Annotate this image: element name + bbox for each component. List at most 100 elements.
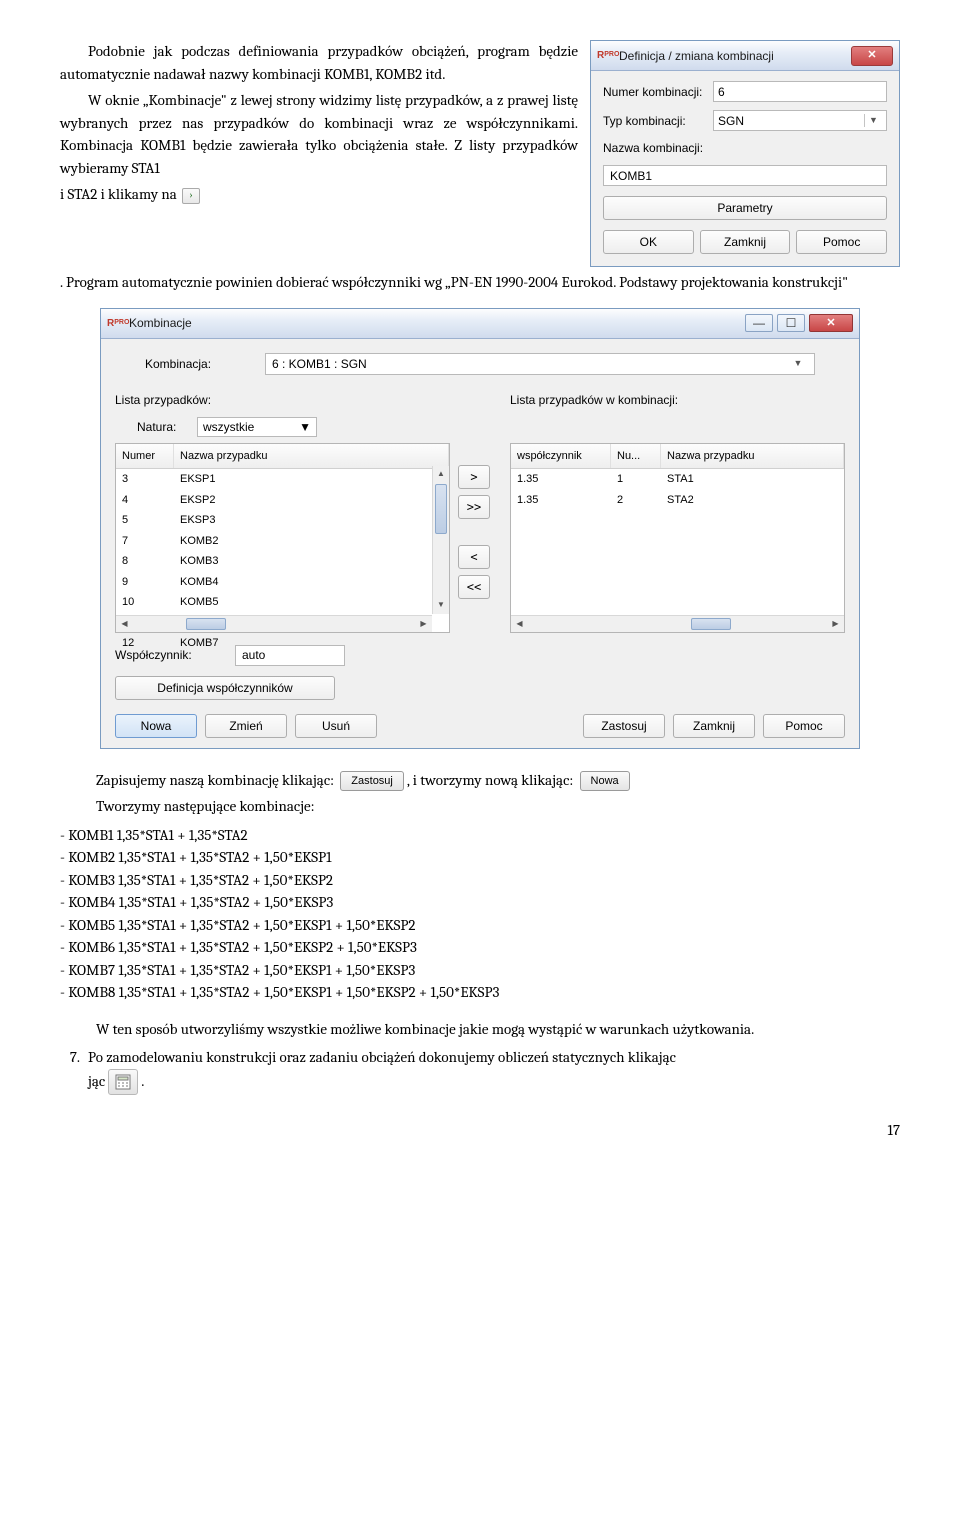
para3: i STA2 i klikamy na › (60, 183, 578, 206)
app-icon: RPRO (597, 48, 613, 64)
natura-value: wszystkie (203, 418, 299, 436)
typ-value: SGN (718, 112, 864, 130)
scroll-up-icon: ▲ (433, 466, 449, 483)
para1: Podobnie jak podczas definiowania przypa… (60, 40, 578, 85)
pomoc-button[interactable]: Pomoc (796, 230, 887, 254)
scroll-thumb[interactable] (435, 484, 447, 534)
combo-line: - KOMB7 1,35*STA1 + 1,35*STA2 + 1,50*EKS… (60, 959, 900, 982)
item7-num: 7. (60, 1046, 80, 1099)
kombinacja-combo[interactable]: 6 : KOMB1 : SGN ▼ (265, 353, 815, 375)
zamknij-button[interactable]: Zamknij (700, 230, 791, 254)
chevron-down-icon: ▼ (864, 114, 882, 128)
remove-one-button[interactable]: < (458, 545, 490, 569)
col-nazwa2: Nazwa przypadku (661, 444, 844, 469)
dialog-kombinacje: RPRO Kombinacje — ☐ ✕ Kombinacja: 6 : KO… (100, 308, 860, 749)
list-item[interactable]: 12KOMB7 (116, 633, 449, 654)
scroll-thumb[interactable] (691, 618, 731, 630)
inline-zastosuj-button[interactable]: Zastosuj (340, 771, 404, 791)
item7-text: Po zamodelowaniu konstrukcji oraz zadani… (88, 1046, 900, 1095)
combo-line: - KOMB5 1,35*STA1 + 1,35*STA2 + 1,50*EKS… (60, 914, 900, 937)
para2: W oknie „Kombinacje" z lewej strony widz… (60, 89, 578, 179)
para5: Tworzymy następujące kombinacje: (96, 795, 900, 818)
chevron-down-icon: ▼ (788, 357, 808, 371)
para3b-wrap: . Program automatycznie powinien dobiera… (60, 271, 900, 294)
pomoc-button[interactable]: Pomoc (763, 714, 845, 738)
col-nazwa: Nazwa przypadku (174, 444, 449, 469)
para4b: , i tworzymy nową klikając: (407, 771, 573, 789)
scroll-thumb[interactable] (186, 618, 226, 630)
item7b: Po zamodelowaniu konstrukcji oraz zadani… (88, 1048, 676, 1066)
combo-list: - KOMB1 1,35*STA1 + 1,35*STA2- KOMB2 1,3… (60, 824, 900, 1004)
maximize-icon[interactable]: ☐ (777, 314, 805, 332)
item7c: . (141, 1070, 144, 1093)
para4: Zapisujemy naszą kombinację klikając: Za… (96, 769, 900, 792)
list-item[interactable]: 9KOMB4 (116, 572, 449, 593)
list-item[interactable]: 10KOMB5 (116, 592, 449, 613)
lbl-nazwa: Nazwa kombinacji: (603, 139, 713, 157)
dlg2-titlebar: RPRO Kombinacje — ☐ ✕ (101, 309, 859, 339)
combo-line: - KOMB2 1,35*STA1 + 1,35*STA2 + 1,50*EKS… (60, 846, 900, 869)
dialog-definicja: RPRO Definicja / zmiana kombinacji ✕ Num… (590, 40, 900, 267)
kombinacja-value: 6 : KOMB1 : SGN (272, 355, 788, 373)
close-icon[interactable]: ✕ (809, 314, 853, 332)
dlg1-titlebar: RPRO Definicja / zmiana kombinacji ✕ (591, 41, 899, 71)
lbl-numer: Numer kombinacji: (603, 83, 713, 101)
zamknij-button[interactable]: Zamknij (673, 714, 755, 738)
lista-w-kombinacji-label: Lista przypadków w kombinacji: (510, 391, 845, 409)
para6: W ten sposób utworzyliśmy wszystkie możl… (60, 1018, 900, 1041)
remove-all-button[interactable]: << (458, 575, 490, 599)
scroll-right-icon: ▶ (827, 616, 844, 632)
add-right-icon[interactable]: › (182, 188, 200, 204)
lista-przypadkow-label: Lista przypadków: (115, 391, 450, 409)
minimize-icon[interactable]: — (745, 314, 773, 332)
col-numer: Numer (116, 444, 174, 469)
list-item[interactable]: 8KOMB3 (116, 551, 449, 572)
combo-line: - KOMB6 1,35*STA1 + 1,35*STA2 + 1,50*EKS… (60, 936, 900, 959)
add-one-button[interactable]: > (458, 465, 490, 489)
typ-combo[interactable]: SGN ▼ (713, 110, 887, 131)
combo-line: - KOMB4 1,35*STA1 + 1,35*STA2 + 1,50*EKS… (60, 891, 900, 914)
chevron-down-icon: ▼ (299, 418, 311, 436)
scrollbar-horizontal[interactable]: ◀ ▶ (116, 615, 432, 632)
item7-jac: jąc (88, 1070, 105, 1093)
list-item[interactable]: 7KOMB2 (116, 531, 449, 552)
definicja-wsp-button[interactable]: Definicja współczynników (115, 676, 335, 700)
zastosuj-button[interactable]: Zastosuj (583, 714, 665, 738)
list-item[interactable]: 1.352STA2 (511, 490, 844, 511)
para4a: Zapisujemy naszą kombinację klikając: (96, 771, 334, 789)
left-listbox[interactable]: Numer Nazwa przypadku 3EKSP14EKSP25EKSP3… (115, 443, 450, 633)
combo-line: - KOMB3 1,35*STA1 + 1,35*STA2 + 1,50*EKS… (60, 869, 900, 892)
scroll-left-icon: ◀ (511, 616, 528, 632)
dlg2-title: Kombinacje (129, 314, 745, 332)
col-nu: Nu... (611, 444, 661, 469)
usun-button[interactable]: Usuń (295, 714, 377, 738)
list-item[interactable]: 3EKSP1 (116, 469, 449, 490)
parametry-button[interactable]: Parametry (603, 196, 887, 220)
combo-line: - KOMB8 1,35*STA1 + 1,35*STA2 + 1,50*EKS… (60, 981, 900, 1004)
inline-nowa-button[interactable]: Nowa (580, 771, 630, 791)
numer-input[interactable]: 6 (713, 81, 887, 102)
list-item[interactable]: 5EKSP3 (116, 510, 449, 531)
natura-label: Natura: (137, 418, 197, 436)
scrollbar-horizontal[interactable]: ◀ ▶ (511, 615, 844, 632)
nowa-button[interactable]: Nowa (115, 714, 197, 738)
scroll-right-icon: ▶ (415, 616, 432, 632)
ok-button[interactable]: OK (603, 230, 694, 254)
right-listbox[interactable]: współczynnik Nu... Nazwa przypadku 1.351… (510, 443, 845, 633)
combo-line: - KOMB1 1,35*STA1 + 1,35*STA2 (60, 824, 900, 847)
close-icon[interactable]: ✕ (851, 46, 893, 66)
list-item[interactable]: 1.351STA1 (511, 469, 844, 490)
scrollbar-vertical[interactable]: ▲ ▼ (432, 466, 449, 614)
lbl-typ: Typ kombinacji: (603, 112, 713, 130)
nazwa-input[interactable]: KOMB1 (603, 165, 887, 186)
calculator-icon[interactable] (108, 1069, 138, 1095)
natura-combo[interactable]: wszystkie ▼ (197, 417, 317, 437)
add-all-button[interactable]: >> (458, 495, 490, 519)
dlg1-title: Definicja / zmiana kombinacji (619, 47, 851, 65)
para3a: i STA2 i klikamy na (60, 185, 177, 203)
scroll-down-icon: ▼ (433, 597, 449, 614)
scroll-left-icon: ◀ (116, 616, 133, 632)
list-item[interactable]: 4EKSP2 (116, 490, 449, 511)
zmien-button[interactable]: Zmień (205, 714, 287, 738)
lbl-kombinacja: Kombinacja: (145, 355, 265, 373)
